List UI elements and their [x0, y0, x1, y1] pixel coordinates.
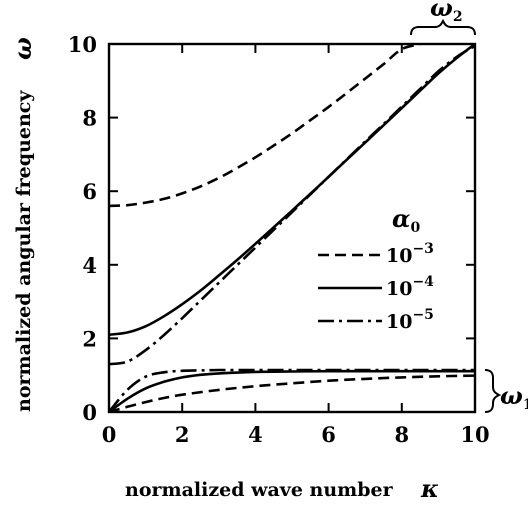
legend-entry-label: 10−3: [386, 241, 434, 267]
x-axis-label: normalized wave number: [125, 479, 394, 501]
legend-title-symbol: α: [392, 204, 410, 233]
y-tick-label: 6: [82, 179, 97, 204]
legend: α0 10−310−410−5: [318, 204, 434, 333]
y-tick-label: 10: [68, 32, 97, 57]
series-line-upper-dashdot: [109, 44, 475, 366]
legend-entry-label: 10−4: [386, 274, 434, 300]
y-tick-label: 0: [82, 400, 97, 425]
omega1-subscript: 1: [523, 397, 528, 413]
omega2-symbol: ω: [430, 0, 453, 22]
legend-entry-label: 10−5: [386, 307, 434, 333]
y-tick-label: 8: [82, 106, 97, 131]
omega2-subscript: 2: [453, 9, 463, 25]
x-tick-label: 4: [248, 422, 263, 447]
y-axis-label: normalized angular frequency: [13, 90, 35, 412]
y-axis-symbol: ω: [8, 37, 37, 60]
branch-labels: ω2 ω1: [410, 0, 528, 413]
legend-entry-exponent: −3: [412, 241, 433, 257]
plot-frame: [107, 42, 477, 414]
legend-entry-base: 10: [386, 311, 412, 333]
series-layer: [109, 43, 475, 413]
legend-title: α0: [392, 204, 420, 236]
tick-layer: 0 2 4 6 8 10 0 2 4 6 8 10: [68, 32, 490, 447]
legend-entry-exponent: −5: [412, 307, 433, 323]
x-tick-label: 0: [102, 422, 117, 447]
y-tick-label: 4: [82, 253, 97, 278]
omega1-brace: [484, 369, 502, 413]
omega2-label: ω2: [430, 0, 463, 25]
x-tick-label: 10: [460, 422, 489, 447]
legend-entry-base: 10: [386, 278, 412, 300]
x-tick-label: 6: [321, 422, 336, 447]
x-axis-symbol: κ: [420, 474, 439, 503]
series-line-upper-dashed: [109, 43, 421, 208]
omega2-brace: [410, 18, 476, 36]
omega1-label: ω1: [500, 381, 528, 413]
legend-entry-base: 10: [386, 245, 412, 267]
x-tick-label: 8: [394, 422, 409, 447]
x-tick-label: 2: [175, 422, 190, 447]
series-line-lower-dashed: [109, 374, 475, 413]
y-tick-label: 2: [82, 326, 97, 351]
legend-entry-exponent: −4: [412, 274, 434, 290]
legend-title-subscript: 0: [410, 220, 420, 236]
omega1-symbol: ω: [500, 381, 523, 410]
series-line-lower-dashdot: [109, 368, 475, 413]
